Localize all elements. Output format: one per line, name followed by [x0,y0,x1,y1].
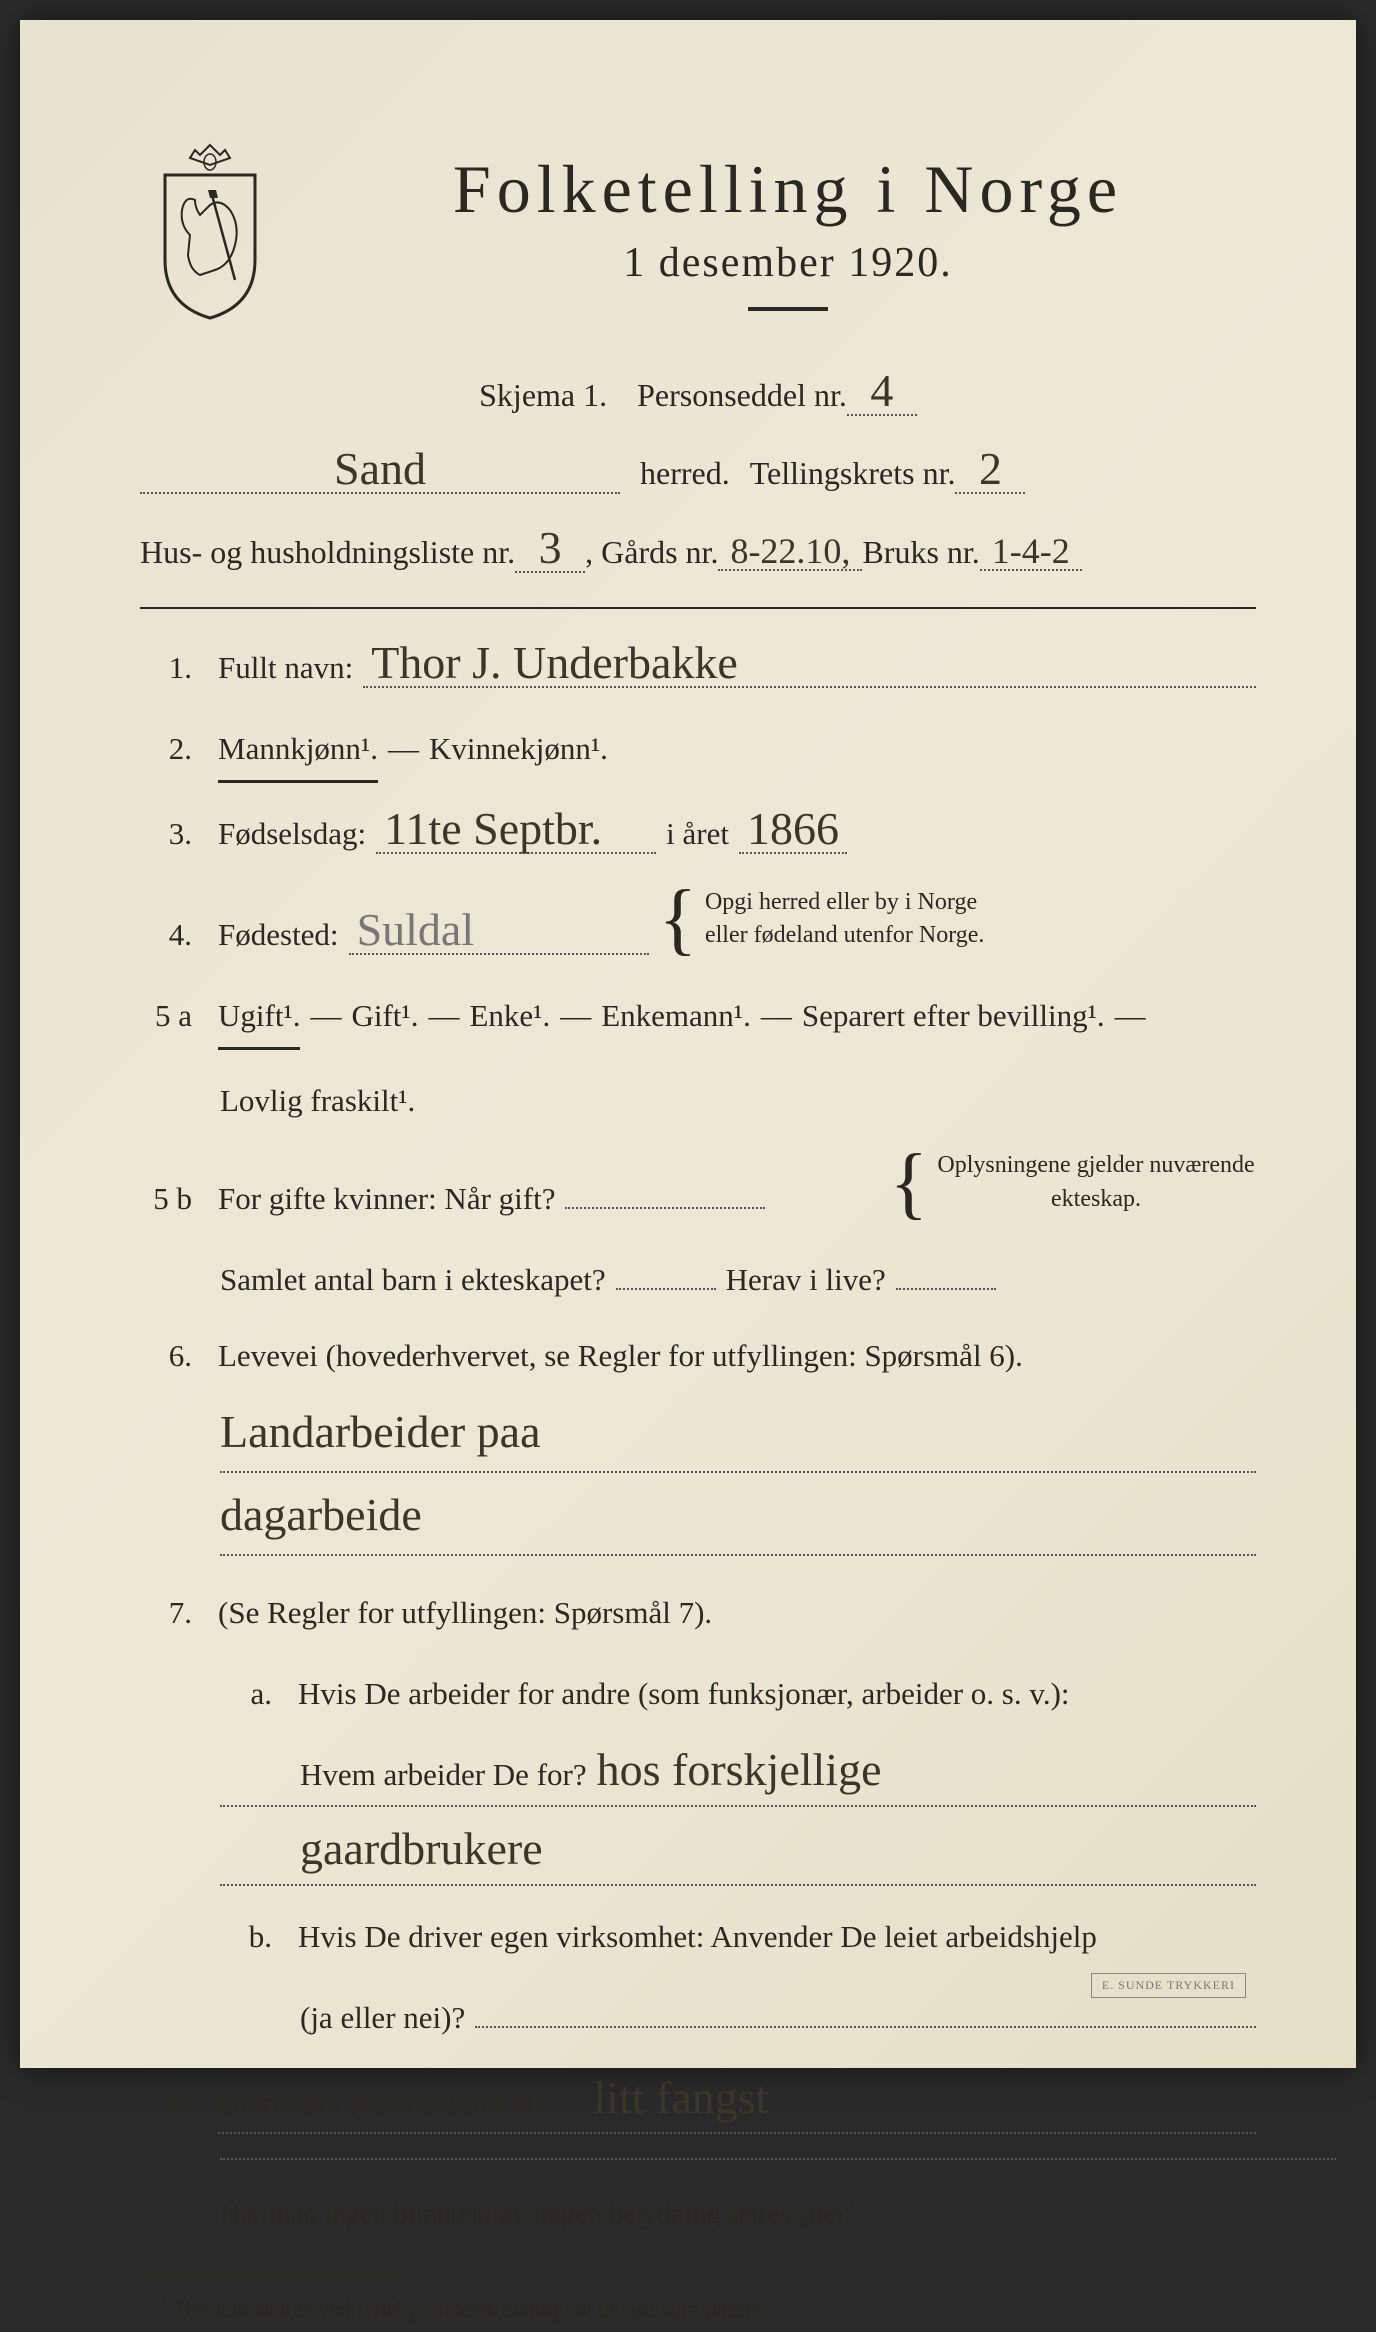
footer-note: Har man ingen biinntekt av nogen betydni… [220,2184,1256,2243]
q3-year-label: i året [666,805,729,864]
q2-opt1: Mannkjønn¹. [218,720,378,783]
personseddel-nr: 4 [847,368,917,416]
q7a-label2: Hvem arbeider De for? [300,1746,587,1805]
q8-num: 8. [140,2074,200,2133]
q7-label: (Se Regler for utfyllingen: Spørsmål 7). [218,1584,712,1643]
q4-num: 4. [140,906,200,965]
q3-year: 1866 [739,806,847,854]
q4: 4. Fødested: Suldal { Opgi herred eller … [140,886,1256,965]
gaards-nr: 8-22.10, [718,533,862,571]
q5b-label1: For gifte kvinner: Når gift? [218,1170,555,1229]
q6-value1: Landarbeider paa [220,1406,541,1457]
questions: 1. Fullt navn: Thor J. Underbakke 2. Man… [140,639,1256,2331]
q5a-opt5: Separert efter bevilling¹. [802,987,1105,1046]
tellingskrets-label: Tellingskrets nr. [750,438,956,508]
gaards-label: , Gårds nr. [585,517,718,587]
main-title: Folketelling i Norge [320,150,1256,229]
meta-line-3: Hus- og husholdningsliste nr. 3 , Gårds … [140,517,1256,587]
q5b-num: 5 b [140,1170,200,1229]
meta-section: Skjema 1. Personseddel nr. 4 Sand herred… [140,360,1256,587]
q4-note: Opgi herred eller by i Norge eller fødel… [705,886,1025,953]
footer-note-text: Har man ingen biinntekt av nogen betydni… [220,2199,862,2230]
q6-label: Levevei (hovederhvervet, se Regler for u… [218,1327,1023,1386]
census-form-page: Folketelling i Norge 1 desember 1920. Sk… [20,20,1356,2068]
q7a-label1: Hvis De arbeider for andre (som funksjon… [298,1665,1070,1724]
q7a-line3: gaardbrukere [220,1825,1256,1886]
q3-num: 3. [140,805,200,864]
herred-label: herred. [640,438,730,508]
q6-line1: Landarbeider paa [220,1408,1256,1473]
q2-dash1: — [388,720,419,779]
q5a-opt1: Ugift¹. [218,987,300,1050]
q7b-label2: (ja eller nei)? [300,1989,465,2048]
personseddel-label: Personseddel nr. [637,360,847,430]
bruks-label: Bruks nr. [862,517,979,587]
husliste-nr: 3 [515,525,585,573]
q3-day: 11te Septbr. [376,806,656,854]
brace-icon: { [890,1159,928,1207]
skjema-label: Skjema 1. [479,360,607,430]
q2-opt2: Kvinnekjønn¹. [429,720,608,779]
husliste-label: Hus- og husholdningsliste nr. [140,517,515,587]
q5a: 5 a Ugift¹. — Gift¹. — Enke¹. — Enkemann… [140,987,1256,1050]
herred-value: Sand [140,446,620,494]
q7b-num: b. [220,1908,280,1967]
q8-label: Bierhverv (eller biinntekt) [218,2074,543,2133]
separator [140,607,1256,609]
q5a-opt6: Lovlig fraskilt¹. [220,1083,415,1118]
brace-icon: { [659,895,697,943]
q7a-line2: Hvem arbeider De for? hos forskjellige [220,1746,1256,1807]
q1-value: Thor J. Underbakke [363,640,1256,688]
q5a-opt3: Enke¹. [469,987,550,1046]
q8-value: litt fangst [593,2075,768,2121]
q5b-label3: Herav i live? [726,1251,886,1310]
q5a-num: 5 a [140,987,200,1046]
q1-num: 1. [140,639,200,698]
q3-label: Fødselsdag: [218,805,366,864]
q2: 2. Mannkjønn¹. — Kvinnekjønn¹. [140,720,1256,783]
q7b: b. Hvis De driver egen virksomhet: Anven… [140,1908,1256,1967]
q4-value: Suldal [349,907,649,955]
q1-label: Fullt navn: [218,639,353,698]
footnote-num: 1 [160,2292,170,2313]
subtitle: 1 desember 1920. [320,239,1256,287]
printer-stamp: E. SUNDE TRYKKERI [1091,1973,1246,1998]
q6: 6. Levevei (hovederhvervet, se Regler fo… [140,1327,1256,1386]
q7b-label1: Hvis De driver egen virksomhet: Anvender… [298,1908,1097,1967]
q7-num: 7. [140,1584,200,1643]
q5b-label2: Samlet antal barn i ekteskapet? [220,1251,606,1310]
q5b-note: Oplysningene gjelder nuværende ekteskap. [936,1149,1256,1216]
q7a: a. Hvis De arbeider for andre (som funks… [140,1665,1256,1724]
q6-num: 6. [140,1327,200,1386]
bruks-nr: 1-4-2 [980,533,1082,571]
q7a-value2: gaardbrukere [300,1823,543,1874]
q6-line2: dagarbeide [220,1491,1256,1556]
q5a-opt4: Enkemann¹. [601,987,751,1046]
q5b-cont: Samlet antal barn i ekteskapet? Herav i … [220,1251,1256,1310]
q8: 8. Bierhverv (eller biinntekt) litt fang… [140,2074,1256,2135]
title-rule [748,307,828,311]
q1: 1. Fullt navn: Thor J. Underbakke [140,639,1256,698]
q6-value2: dagarbeide [220,1489,422,1540]
footnote: 1 Her kan svares ved tydelig understrekn… [160,2285,1256,2331]
q7: 7. (Se Regler for utfyllingen: Spørsmål … [140,1584,1256,1643]
coat-of-arms-icon [140,140,280,320]
q8-extra-line [220,2156,1336,2160]
q5b: 5 b For gifte kvinner: Når gift? { Oplys… [140,1149,1256,1228]
title-block: Folketelling i Norge 1 desember 1920. [320,130,1256,311]
header: Folketelling i Norge 1 desember 1920. [140,130,1256,320]
q2-num: 2. [140,720,200,779]
q5a-cont: Lovlig fraskilt¹. [220,1072,1256,1131]
q7a-value1: hos forskjellige [597,1747,882,1793]
q5a-opt2: Gift¹. [351,987,418,1046]
meta-line-2: Sand herred. Tellingskrets nr. 2 [140,438,1256,508]
footnote-text: Her kan svares ved tydelig understreknin… [175,2297,767,2322]
footnote-rule [140,2273,400,2275]
meta-line-1: Skjema 1. Personseddel nr. 4 [140,360,1256,430]
q7a-num: a. [220,1665,280,1724]
tellingskrets-nr: 2 [955,446,1025,494]
q4-label: Fødested: [218,906,339,965]
q3: 3. Fødselsdag: 11te Septbr. i året 1866 [140,805,1256,864]
